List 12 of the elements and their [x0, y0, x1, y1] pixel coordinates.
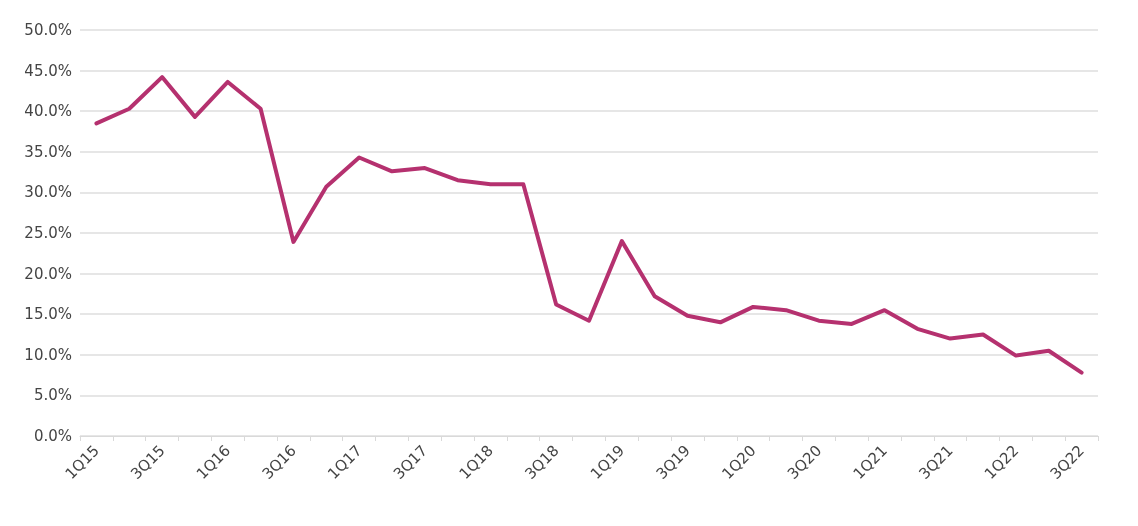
- y-tick-label: 20.0%: [24, 264, 72, 283]
- y-tick-label: 35.0%: [24, 142, 72, 161]
- y-tick-label: 50.0%: [24, 21, 72, 39]
- y-tick-label: 0.0%: [33, 427, 72, 445]
- y-tick-label: 15.0%: [24, 305, 72, 324]
- y-tick-label: 30.0%: [24, 183, 72, 202]
- y-tick-label: 25.0%: [24, 224, 72, 242]
- y-tick-label: 5.0%: [33, 386, 72, 405]
- line-series: [94, 75, 1084, 375]
- y-tick-label: 10.0%: [24, 345, 72, 364]
- y-tick-label: 40.0%: [24, 102, 72, 121]
- y-tick-label: 45.0%: [24, 61, 72, 80]
